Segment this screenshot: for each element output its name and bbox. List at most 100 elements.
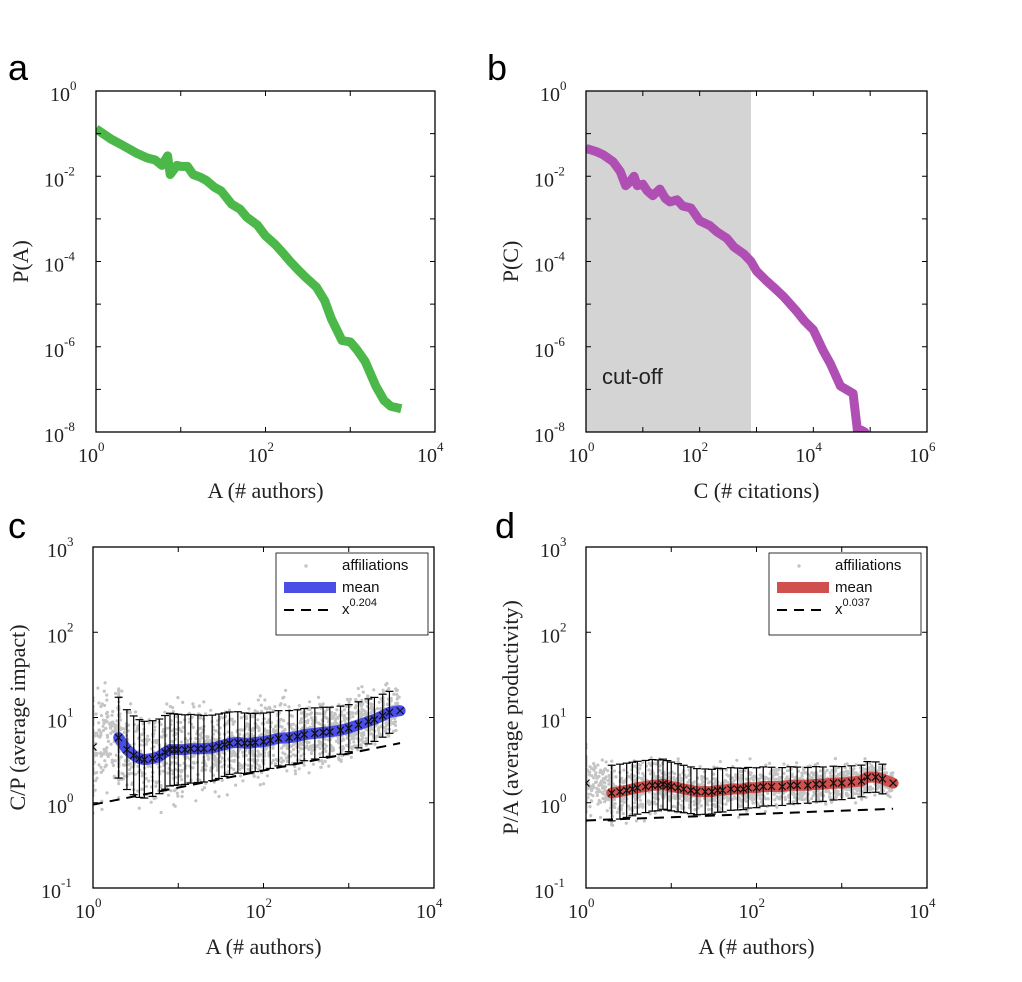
affiliation-point <box>354 698 358 702</box>
affiliation-point <box>811 794 815 798</box>
affiliation-point <box>106 739 110 744</box>
mean-marker <box>199 744 208 753</box>
affiliation-point <box>197 737 201 742</box>
affiliation-point <box>620 803 624 807</box>
affiliation-point <box>178 763 182 767</box>
x-tick-label: 100 <box>568 895 595 923</box>
affiliation-point <box>104 726 108 731</box>
affiliation-point <box>616 810 620 814</box>
affiliation-point <box>146 734 150 738</box>
affiliation-point <box>361 690 365 694</box>
affiliation-point <box>888 795 892 799</box>
affiliation-point <box>274 757 278 762</box>
affiliation-point <box>159 723 163 727</box>
affiliation-point <box>628 775 632 779</box>
affiliation-point <box>356 748 360 752</box>
legend-marker-mean <box>284 582 336 593</box>
affiliation-point <box>327 764 331 768</box>
affiliation-point <box>684 775 689 779</box>
affiliation-point <box>773 798 777 802</box>
affiliation-point <box>307 771 311 775</box>
affiliation-point <box>827 789 831 793</box>
affiliation-point <box>795 761 799 765</box>
affiliation-point <box>99 714 104 718</box>
affiliation-point <box>676 757 680 761</box>
mean-marker <box>708 787 716 796</box>
affiliation-point <box>336 715 340 720</box>
affiliation-point <box>369 710 373 714</box>
affiliation-point <box>251 752 255 756</box>
affiliation-point <box>610 759 614 763</box>
affiliation-point <box>308 712 312 716</box>
affiliation-point <box>325 707 330 712</box>
affiliation-point <box>693 808 697 812</box>
affiliation-point <box>198 726 202 731</box>
affiliation-point <box>330 745 334 749</box>
affiliation-point <box>320 759 324 763</box>
affiliation-point <box>373 742 377 746</box>
mean-marker <box>615 787 624 796</box>
chart-panel-a: 100 102 104 100 10-2 10-4 10-6 10-8 A (# authors… <box>8 78 444 503</box>
affiliation-point <box>166 793 171 797</box>
legend-box <box>768 552 922 636</box>
affiliation-point <box>687 773 691 778</box>
affiliation-point <box>653 811 657 815</box>
affiliation-point <box>120 771 124 776</box>
affiliation-point <box>863 767 867 771</box>
affiliation-point <box>627 804 631 808</box>
affiliation-point <box>607 782 611 786</box>
affiliation-point <box>267 705 271 709</box>
affiliation-point <box>891 771 895 775</box>
affiliation-point <box>600 758 604 762</box>
affiliation-point <box>745 809 749 813</box>
affiliation-point <box>336 739 340 743</box>
affiliation-point <box>792 793 796 797</box>
affiliation-point <box>775 795 779 799</box>
affiliation-point <box>140 774 144 778</box>
mean-marker <box>692 787 701 796</box>
affiliation-point <box>591 784 595 788</box>
affiliation-point <box>149 800 153 804</box>
affiliation-point <box>752 774 757 778</box>
affiliation-point <box>257 729 261 733</box>
affiliation-point <box>271 758 275 763</box>
affiliation-point <box>344 704 348 709</box>
affiliation-point <box>273 705 277 709</box>
affiliation-point <box>633 801 637 805</box>
affiliation-point <box>588 792 593 796</box>
affiliation-point <box>605 809 609 813</box>
affiliation-point <box>603 788 607 793</box>
affiliation-point <box>680 806 684 810</box>
mean-marker <box>225 739 234 748</box>
affiliation-point <box>140 771 144 775</box>
affiliation-point <box>351 715 355 719</box>
mean-marker <box>586 779 590 788</box>
affiliation-point <box>256 758 260 762</box>
affiliation-point <box>641 772 645 776</box>
affiliation-point <box>109 726 113 730</box>
affiliation-point <box>335 708 339 712</box>
affiliation-point <box>370 732 374 736</box>
affiliation-point <box>105 698 109 702</box>
mean-marker <box>266 736 275 745</box>
affiliation-point <box>844 769 849 773</box>
affiliation-point <box>94 779 98 783</box>
mean-marker <box>140 755 149 764</box>
x-tick-label: 100 <box>78 439 105 467</box>
affiliation-point <box>350 737 354 741</box>
x-tick-label: 106 <box>909 439 936 467</box>
affiliation-point <box>308 725 312 730</box>
affiliation-point <box>701 780 705 784</box>
affiliation-point <box>384 729 388 733</box>
affiliation-point <box>144 742 148 746</box>
ticks-d <box>585 546 928 889</box>
affiliation-point <box>782 762 786 766</box>
affiliation-point <box>589 799 593 803</box>
affiliation-point <box>813 763 817 767</box>
affiliation-point <box>381 690 385 694</box>
affiliation-point <box>667 771 671 775</box>
affiliation-point <box>98 735 102 739</box>
affiliation-point <box>231 722 235 726</box>
affiliation-point <box>799 795 803 799</box>
affiliation-point <box>291 722 295 726</box>
